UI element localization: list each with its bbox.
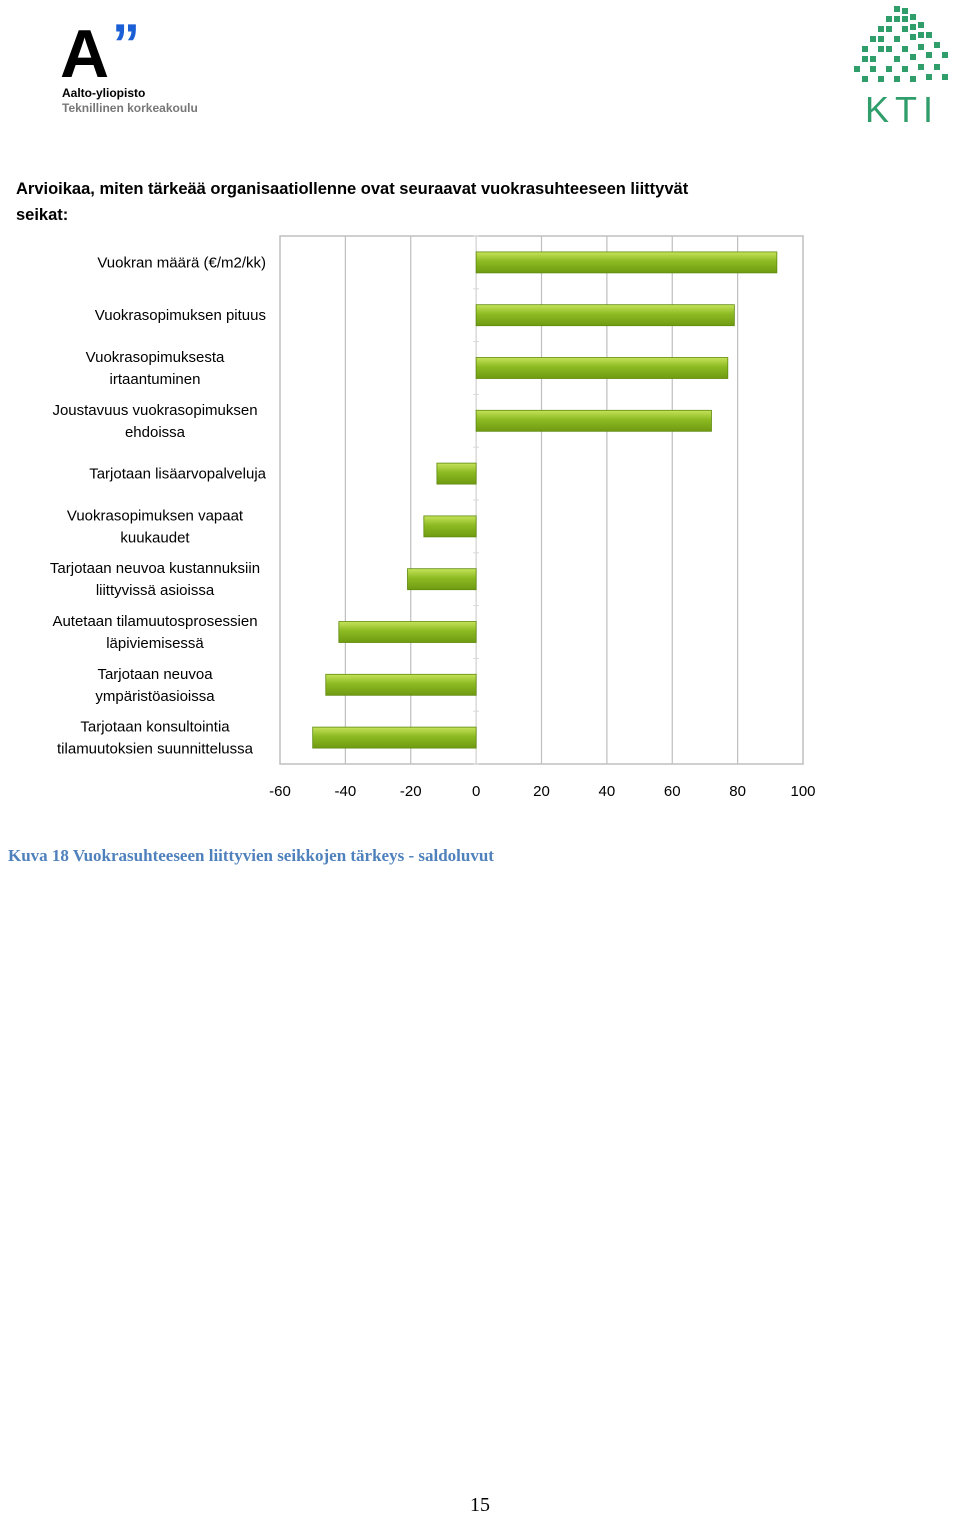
x-tick-label: -20 bbox=[400, 783, 422, 800]
x-tick-label: -60 bbox=[269, 783, 291, 800]
kti-logo: KTI bbox=[850, 2, 954, 130]
category-label: Autetaan tilamuutosprosessien bbox=[52, 613, 257, 630]
bar bbox=[436, 462, 477, 485]
bar-chart: -60 -40 -20 0 20 40 60 80 100 Vuokran määrä (€/m2… bbox=[50, 235, 816, 800]
category-label: Vuokrasopimuksesta bbox=[86, 349, 225, 366]
category-label: Vuokrasopimuksen pituus bbox=[95, 307, 266, 324]
x-tick-label: 40 bbox=[599, 783, 616, 800]
bar bbox=[312, 726, 477, 749]
category-label: Tarjotaan neuvoa bbox=[97, 666, 213, 683]
page-number: 15 bbox=[470, 1494, 490, 1516]
category-label: Vuokrasopimuksen vapaat bbox=[67, 507, 244, 524]
bar bbox=[423, 515, 477, 538]
category-label: liittyvissä asioissa bbox=[96, 582, 215, 599]
bar bbox=[475, 251, 778, 274]
aalto-logo: A ” Aalto-yliopisto Teknillinen korkeako… bbox=[60, 16, 220, 120]
x-tick-label: 60 bbox=[664, 783, 681, 800]
bar bbox=[338, 621, 477, 643]
category-label: Tarjotaan lisäarvopalveluja bbox=[89, 466, 266, 483]
category-label: tilamuutoksien suunnittelussa bbox=[57, 741, 254, 758]
kti-building-icon: KTI bbox=[854, 6, 948, 130]
x-tick-label: 80 bbox=[729, 783, 746, 800]
bar bbox=[475, 304, 735, 327]
bar bbox=[475, 409, 712, 432]
chart-question-heading: Arvioikaa, miten tärkeää organisaatiolle… bbox=[16, 180, 689, 224]
chart-container: -60 -40 -20 0 20 40 60 80 100 Vuokran määrä (€/m2… bbox=[0, 228, 960, 818]
aalto-logo-quote: ” bbox=[112, 12, 140, 75]
x-tick-label: 20 bbox=[533, 783, 550, 800]
figure-caption: Kuva 18 Vuokrasuhteeseen liittyvien seik… bbox=[8, 846, 494, 865]
aalto-logo-name: Aalto-yliopisto bbox=[62, 86, 146, 100]
aalto-logo-mark: A bbox=[60, 16, 110, 92]
bar bbox=[407, 568, 477, 591]
category-label: Vuokran määrä (€/m2/kk) bbox=[97, 254, 266, 271]
category-label: Tarjotaan konsultointia bbox=[80, 719, 230, 736]
bar bbox=[475, 357, 729, 379]
category-label: ympäristöasioissa bbox=[95, 688, 215, 705]
bar bbox=[325, 673, 477, 696]
aalto-logo-subtitle: Teknillinen korkeakoulu bbox=[62, 101, 198, 115]
category-label: ehdoissa bbox=[125, 424, 186, 441]
category-label: Joustavuus vuokrasopimuksen bbox=[52, 402, 257, 419]
kti-logo-text: KTI bbox=[865, 89, 939, 124]
category-label: irtaantuminen bbox=[110, 371, 201, 388]
x-tick-label: 0 bbox=[472, 783, 480, 800]
x-tick-label: 100 bbox=[790, 783, 815, 800]
category-label: läpiviemisessä bbox=[106, 635, 204, 652]
category-label: kuukaudet bbox=[120, 529, 190, 546]
x-tick-label: -40 bbox=[335, 783, 357, 800]
category-label: Tarjotaan neuvoa kustannuksiin bbox=[50, 560, 260, 577]
